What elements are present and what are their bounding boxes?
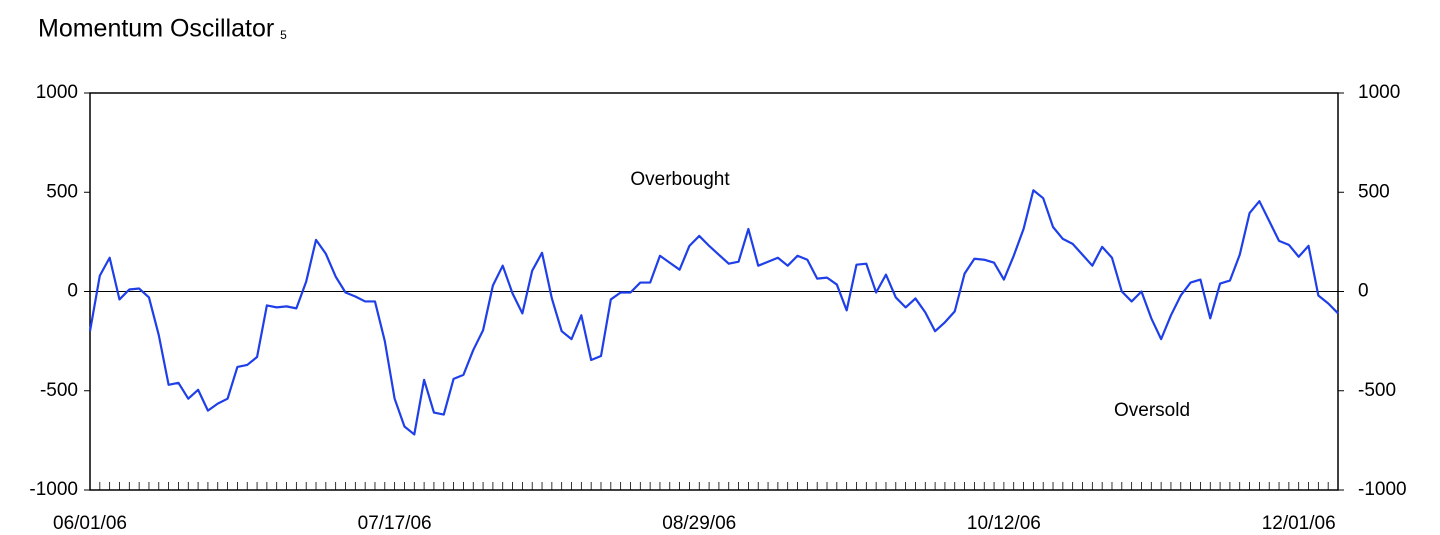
y2-tick-label: 0 bbox=[1358, 281, 1369, 302]
y2-tick-label: -1000 bbox=[1358, 479, 1407, 500]
y2-tick-label: -500 bbox=[1358, 380, 1396, 401]
chart-title: Momentum Oscillator bbox=[38, 15, 274, 43]
annotation: Oversold bbox=[1114, 400, 1190, 421]
y-tick-label: 0 bbox=[67, 281, 78, 302]
line bbox=[88, 189, 1339, 436]
x-tick-label: 07/17/06 bbox=[358, 513, 432, 534]
x-tick-label: 06/01/06 bbox=[53, 513, 127, 534]
y2-tick-label: 1000 bbox=[1358, 82, 1400, 103]
x-tick-label: 12/01/06 bbox=[1262, 513, 1336, 534]
x-tick-label: 08/29/06 bbox=[662, 513, 736, 534]
y-tick-label: -500 bbox=[40, 380, 78, 401]
y2-tick-label: 500 bbox=[1358, 181, 1390, 202]
y-tick-label: 500 bbox=[46, 181, 78, 202]
y-tick-label: -1000 bbox=[29, 479, 78, 500]
annotation: Overbought bbox=[630, 169, 730, 190]
title-subscript: 5 bbox=[280, 28, 287, 42]
y-tick-label: 1000 bbox=[36, 82, 78, 103]
x-tick-label: 10/12/06 bbox=[967, 513, 1041, 534]
